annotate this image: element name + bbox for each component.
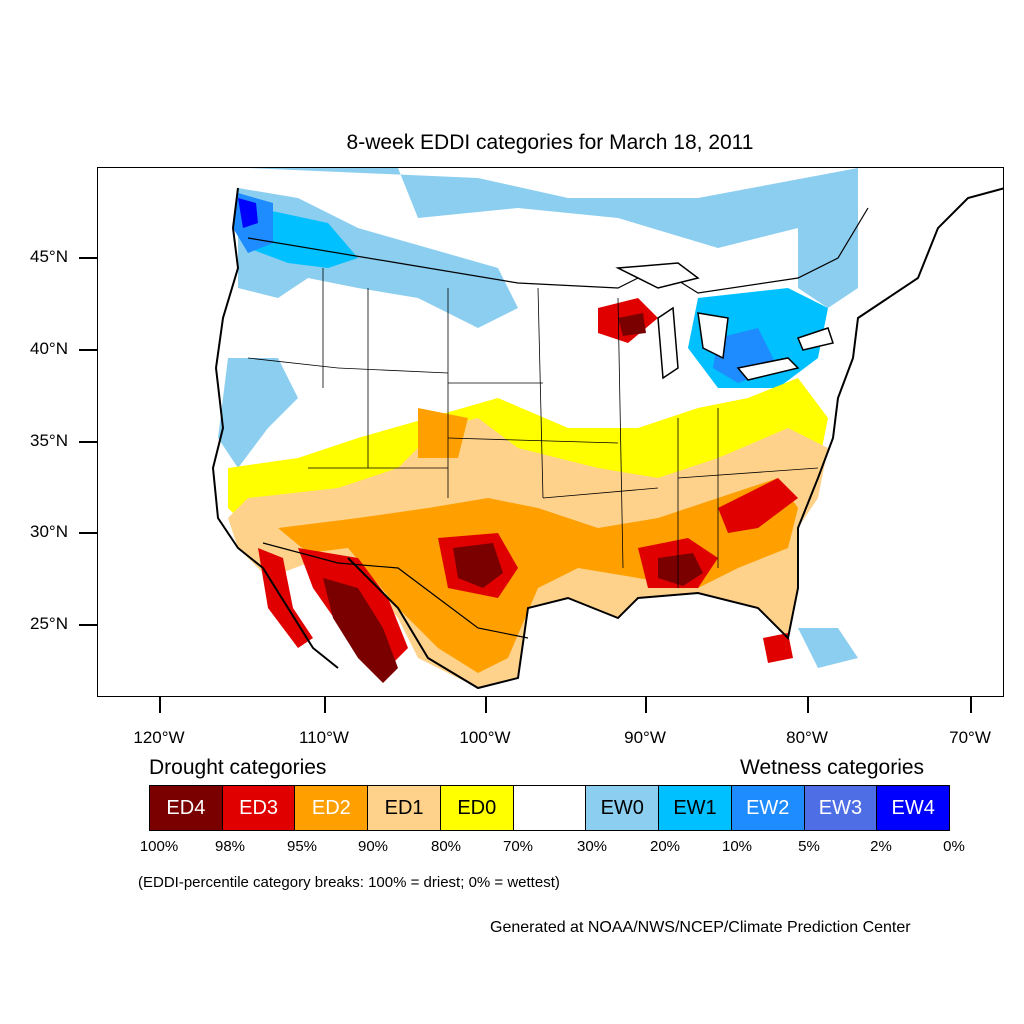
- national-border-south: [262, 542, 529, 639]
- lon-label-90: 90°W: [624, 728, 666, 747]
- lat-tick-30: [79, 532, 97, 534]
- legend-cell-ew3: EW3: [804, 786, 878, 830]
- wet-region-ew1-northwest: [248, 208, 358, 268]
- lat-label-30: 30°N: [30, 522, 68, 541]
- lon-label-120: 120°W: [133, 728, 185, 747]
- lon-tick-90: [645, 697, 647, 713]
- percent-break-2: 2%: [870, 838, 892, 855]
- lat-label-35: 35°N: [30, 431, 68, 450]
- drought-ed4-alabama: [658, 553, 703, 586]
- lat-tick-40: [79, 349, 97, 351]
- lon-tick-80: [807, 697, 809, 713]
- lat-label-40: 40°N: [30, 339, 68, 358]
- lon-label-70: 70°W: [949, 728, 991, 747]
- legend-cell-ew2: EW2: [731, 786, 805, 830]
- percent-break-100: 100%: [139, 838, 179, 855]
- lon-label-100: 100°W: [459, 728, 511, 747]
- drought-ed4-texas: [453, 543, 503, 588]
- lat-tick-45: [79, 257, 97, 259]
- legend-cell-ed0: ED0: [440, 786, 514, 830]
- wet-region-florida-keys: [798, 628, 858, 668]
- wet-region-ew3-pacnw: [238, 198, 258, 228]
- map-title: 8-week EDDI categories for March 18, 201…: [346, 131, 754, 154]
- category-breaks-note: (EDDI-percentile category breaks: 100% =…: [138, 874, 560, 891]
- drought-ed3-florida: [763, 633, 793, 663]
- legend-cell-ew0: EW0: [586, 786, 660, 830]
- map-frame: [97, 167, 1004, 697]
- wet-region-north: [248, 168, 858, 248]
- great-lakes: [615, 262, 834, 381]
- lat-tick-25: [79, 624, 97, 626]
- legend-bar: ED4 ED3 ED2 ED1 ED0 EW0 EW1 EW2 EW3 EW4: [149, 785, 950, 831]
- drought-categories-heading: Drought categories: [149, 756, 327, 779]
- percent-break-30: 30%: [576, 838, 608, 855]
- lat-label-45: 45°N: [30, 247, 68, 266]
- legend-cell-ew1: EW1: [659, 786, 732, 830]
- percent-break-5: 5%: [798, 838, 820, 855]
- percent-break-95: 95%: [286, 838, 318, 855]
- legend-cell-neutral: [513, 786, 587, 830]
- drought-ed4-michigan: [618, 313, 646, 336]
- lon-tick-120: [159, 697, 161, 713]
- lon-label-110: 110°W: [299, 728, 349, 747]
- percent-break-90: 90%: [357, 838, 389, 855]
- legend-cell-ed2: ED2: [295, 786, 369, 830]
- eddi-map: [208, 168, 1003, 696]
- percent-break-0: 0%: [943, 838, 965, 855]
- state-borders: [247, 268, 819, 588]
- wetness-categories-heading: Wetness categories: [740, 756, 925, 779]
- lon-tick-70: [970, 697, 972, 713]
- legend-cell-ew4: EW4: [877, 786, 950, 830]
- percent-break-80: 80%: [430, 838, 462, 855]
- wet-region-northeast: [798, 188, 858, 308]
- lon-tick-100: [485, 697, 487, 713]
- legend-cell-ed4: ED4: [150, 786, 223, 830]
- lat-label-25: 25°N: [30, 614, 68, 633]
- drought-ed3-baja: [258, 548, 313, 648]
- legend-cell-ed3: ED3: [222, 786, 296, 830]
- legend-cell-ed1: ED1: [368, 786, 441, 830]
- drought-ed4-sw-mexico: [323, 578, 398, 683]
- lat-tick-35: [79, 441, 97, 443]
- percent-break-98: 98%: [214, 838, 246, 855]
- coastline: [211, 187, 1003, 690]
- drought-ed2-kansas: [418, 408, 468, 458]
- lon-label-80: 80°W: [786, 728, 828, 747]
- percent-break-20: 20%: [649, 838, 681, 855]
- drought-ed2-south: [278, 478, 798, 673]
- drought-ed3-carolinas: [718, 478, 798, 533]
- wet-region-great-basin: [218, 358, 298, 468]
- credit-line: Generated at NOAA/NWS/NCEP/Climate Predi…: [490, 919, 911, 936]
- percent-break-70: 70%: [502, 838, 534, 855]
- lon-tick-110: [324, 697, 326, 713]
- percent-break-10: 10%: [721, 838, 753, 855]
